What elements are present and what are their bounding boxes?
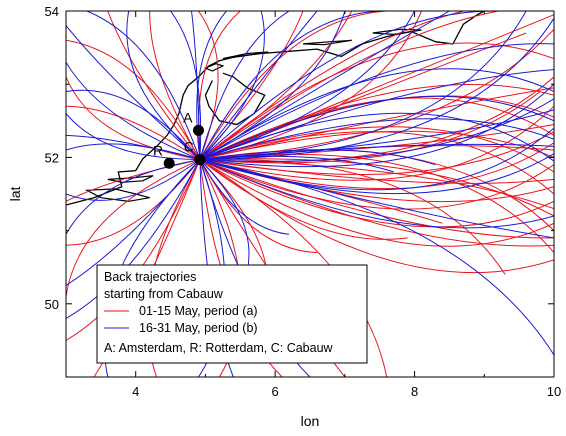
trajectory-a-29: [199, 11, 499, 161]
trajectory-a-7: [199, 105, 554, 181]
series-period-b: [66, 11, 554, 377]
trajectory-a-38: [107, 11, 201, 160]
trajectory-b-20: [199, 11, 416, 161]
y-tick-label: 50: [45, 297, 59, 312]
legend: Back trajectories starting from Cabauw 0…: [96, 264, 368, 364]
trajectory-a-28: [199, 159, 554, 274]
legend-site-key: A: Amsterdam, R: Rotterdam, C: Cabauw: [104, 341, 334, 355]
island-2: [222, 51, 269, 60]
trajectory-b-30: [86, 11, 201, 160]
trajectory-b-47: [199, 155, 394, 173]
trajectory-a-57: [199, 91, 541, 164]
trajectory-b-36: [66, 143, 201, 161]
site-marker-a: [192, 124, 204, 136]
trajectory-b-39: [66, 159, 201, 286]
trajectory-a-55: [199, 159, 408, 240]
trajectory-b-16: [199, 159, 554, 356]
x-tick-label: 4: [132, 384, 139, 399]
x-tick-label: 8: [411, 384, 418, 399]
island-3: [302, 39, 352, 46]
trajectory-b-17: [199, 11, 527, 161]
trajectory-b-29: [126, 11, 201, 160]
trajectory-b-4: [199, 83, 554, 168]
trajectory-b-21: [199, 11, 380, 160]
trajectory-a-20: [199, 159, 554, 228]
trajectory-a-33: [199, 11, 353, 161]
trajectory-a-31: [199, 11, 422, 161]
trajectory-b-34: [66, 113, 200, 161]
x-axis-title: lon: [301, 413, 320, 429]
trajectory-b-11: [199, 143, 554, 161]
trajectory-a-15: [199, 159, 554, 210]
trajectory-a-51: [199, 159, 388, 377]
trajectory-b-31: [66, 25, 201, 160]
trajectory-a-39: [66, 39, 201, 160]
trajectory-a-53: [199, 159, 269, 282]
trajectory-b-15: [199, 159, 554, 239]
trajectory-b-18: [199, 11, 492, 160]
trajectory-a-17: [199, 159, 554, 184]
trajectory-b-25: [199, 11, 265, 160]
axis-ticks: 4 6 8 10 50 52 54: [45, 4, 562, 399]
trajectory-a-44: [66, 159, 201, 297]
trajectory-series: [66, 11, 554, 377]
trajectory-a-25: [199, 159, 554, 239]
trajectory-b-26: [196, 11, 227, 160]
trajectory-b-48: [199, 149, 436, 166]
trajectory-a-45: [66, 159, 201, 341]
trajectory-a-41: [66, 105, 201, 161]
trajectory-a-35: [198, 11, 241, 160]
trajectory-b-8: [199, 95, 554, 161]
plot-frame: [65, 10, 555, 378]
legend-label-period-b: 16-31 May, period (b): [139, 321, 258, 335]
trajectory-a-58: [199, 32, 527, 161]
trajectory-b-23: [199, 11, 318, 160]
y-tick-label: 52: [45, 150, 59, 165]
trajectory-b-24: [199, 11, 290, 160]
trajectory-b-45: [199, 159, 250, 271]
trajectory-b-1: [199, 18, 554, 161]
trajectory-b-3: [199, 69, 554, 161]
site-label-a: A: [183, 109, 193, 125]
trajectory-a-36: [198, 11, 219, 160]
inner-shoreline: [204, 72, 266, 126]
site-label-c: C: [184, 139, 194, 155]
island-1: [203, 63, 225, 72]
legend-label-period-a: 01-15 May, period (a): [139, 304, 258, 318]
trajectory-b-12: [199, 153, 554, 195]
y-tick-label: 54: [45, 4, 59, 19]
trajectory-a-40: [66, 76, 200, 161]
trajectory-b-10: [199, 118, 554, 161]
site-marker-c: [194, 154, 206, 166]
x-tick-label: 10: [547, 384, 561, 399]
map-outline: [66, 11, 485, 206]
trajectory-b-37: [66, 159, 201, 201]
trajectory-b-32: [66, 61, 201, 161]
y-axis-title: lat: [7, 187, 23, 202]
site-label-r: R: [153, 142, 163, 158]
legend-title-line-1: Back trajectories: [104, 270, 196, 284]
site-marker-r: [163, 157, 175, 169]
trajectory-b-14: [199, 159, 554, 229]
trajectory-b-28: [170, 11, 202, 160]
trajectory-a-56: [199, 158, 506, 275]
trajectory-a-23: [199, 159, 554, 247]
estuary-1: [84, 188, 150, 202]
x-tick-label: 6: [272, 384, 279, 399]
trajectory-b-38: [66, 159, 200, 235]
site-markers: A R C: [153, 109, 206, 169]
trajectory-a-19: [199, 131, 554, 195]
trajectory-b-40: [66, 159, 201, 319]
trajectory-b-33: [66, 89, 201, 160]
trajectory-a-30: [199, 11, 464, 160]
trajectory-b-2: [199, 43, 554, 161]
trajectory-b-46: [199, 159, 290, 235]
trajectory-b-22: [199, 11, 346, 161]
coastline: [66, 11, 485, 206]
legend-title-line-2: starting from Cabauw: [104, 287, 224, 301]
legend-box: [96, 264, 368, 364]
